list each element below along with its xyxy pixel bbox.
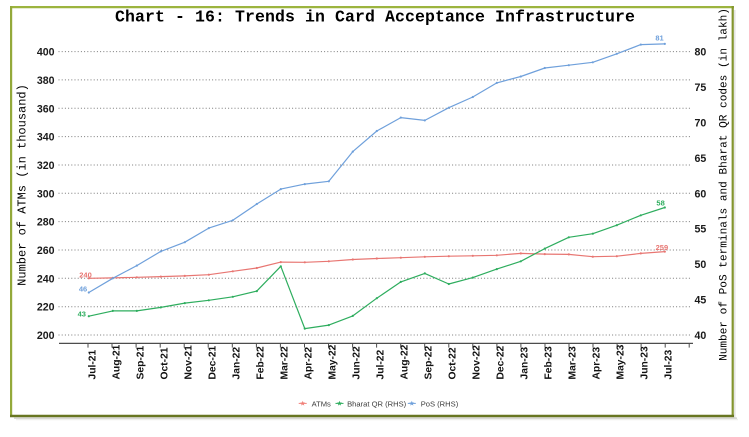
svg-text:Jul-23: Jul-23 (663, 349, 674, 379)
svg-text:Feb-22: Feb-22 (255, 346, 266, 379)
svg-text:43: 43 (78, 309, 86, 318)
svg-text:Mar-23: Mar-23 (567, 346, 578, 379)
svg-text:259: 259 (656, 243, 669, 252)
svg-text:81: 81 (655, 34, 663, 43)
svg-text:320: 320 (37, 160, 55, 172)
svg-text:Jul-22: Jul-22 (375, 349, 386, 379)
svg-text:260: 260 (37, 245, 55, 257)
svg-text:40: 40 (695, 330, 707, 342)
svg-text:58: 58 (656, 199, 664, 208)
svg-text:200: 200 (37, 330, 55, 342)
svg-text:May-23: May-23 (615, 344, 626, 379)
svg-text:400: 400 (37, 47, 55, 59)
svg-text:65: 65 (695, 153, 707, 165)
svg-text:May-22: May-22 (327, 344, 338, 379)
svg-text:Mar-22: Mar-22 (279, 346, 290, 379)
svg-text:360: 360 (37, 103, 55, 115)
svg-text:Number of PoS terminals and Bh: Number of PoS terminals and Bharat QR co… (719, 8, 731, 361)
svg-text:46: 46 (79, 285, 87, 294)
svg-text:Oct-21: Oct-21 (159, 347, 170, 379)
svg-text:75: 75 (695, 82, 707, 94)
svg-text:Number of ATMs (in thousand): Number of ATMs (in thousand) (16, 84, 30, 286)
svg-text:380: 380 (37, 75, 55, 87)
svg-text:55: 55 (695, 224, 707, 236)
svg-text:Jun-23: Jun-23 (639, 346, 650, 379)
svg-text:Dec-21: Dec-21 (207, 345, 218, 379)
svg-text:Sep-21: Sep-21 (135, 345, 146, 379)
svg-text:Aug-22: Aug-22 (399, 344, 410, 379)
svg-text:60: 60 (695, 188, 707, 200)
svg-text:Nov-22: Nov-22 (471, 345, 482, 380)
svg-text:Chart - 16: Trends in Card Acc: Chart - 16: Trends in Card Acceptance In… (115, 8, 635, 27)
svg-text:45: 45 (695, 295, 707, 307)
svg-text:340: 340 (37, 132, 55, 144)
svg-text:Dec-22: Dec-22 (495, 345, 506, 379)
svg-text:Bharat QR (RHS): Bharat QR (RHS) (347, 399, 407, 408)
svg-text:Jun-22: Jun-22 (351, 346, 362, 379)
svg-text:50: 50 (695, 259, 707, 271)
svg-text:Oct-22: Oct-22 (447, 347, 458, 379)
svg-text:300: 300 (37, 188, 55, 200)
svg-text:ATMs: ATMs (312, 399, 331, 408)
svg-text:Jul-21: Jul-21 (87, 349, 98, 379)
svg-text:Sep-22: Sep-22 (423, 345, 434, 379)
svg-text:PoS (RHS): PoS (RHS) (421, 399, 459, 408)
svg-text:Jan-22: Jan-22 (231, 347, 242, 380)
svg-text:80: 80 (695, 47, 707, 59)
svg-text:220: 220 (37, 302, 55, 314)
svg-text:Apr-22: Apr-22 (303, 347, 314, 380)
svg-text:Aug-21: Aug-21 (111, 344, 122, 379)
svg-text:Feb-23: Feb-23 (543, 346, 554, 379)
svg-text:240: 240 (37, 273, 55, 285)
svg-text:240: 240 (79, 271, 92, 280)
svg-text:Nov-21: Nov-21 (183, 345, 194, 380)
svg-text:Jan-23: Jan-23 (519, 347, 530, 380)
svg-text:Apr-23: Apr-23 (591, 347, 602, 380)
svg-text:70: 70 (695, 118, 707, 130)
svg-text:280: 280 (37, 217, 55, 229)
